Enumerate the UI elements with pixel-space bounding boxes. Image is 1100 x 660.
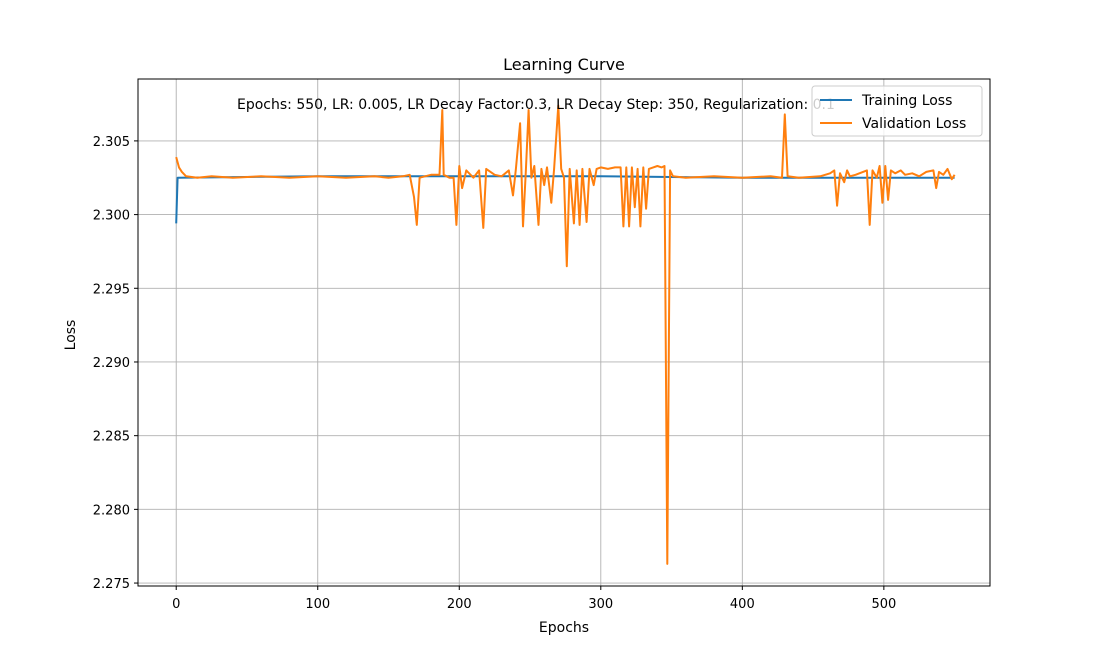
y-tick-label: 2.295 xyxy=(93,282,130,297)
y-axis-ticks: 2.275 2.280 2.285 2.290 2.295 2.300 2.305 xyxy=(93,135,138,592)
y-axis-label: Loss xyxy=(63,320,79,351)
legend-box xyxy=(811,85,983,137)
x-tick-label: 200 xyxy=(447,597,472,612)
x-tick-label: 500 xyxy=(871,597,896,612)
y-tick-label: 2.275 xyxy=(93,577,130,592)
y-tick-label: 2.305 xyxy=(93,135,130,150)
x-tick-label: 0 xyxy=(172,597,180,612)
series-lines xyxy=(175,104,956,565)
validation-loss-line xyxy=(175,104,956,565)
x-tick-label: 300 xyxy=(588,597,613,612)
x-tick-label: 400 xyxy=(730,597,755,612)
x-tick-label: 100 xyxy=(305,597,330,612)
hyperparameter-annotation: Epochs: 550, LR: 0.005, LR Decay Factor:… xyxy=(237,97,835,113)
plot-frame xyxy=(137,78,991,587)
y-tick-label: 2.290 xyxy=(93,356,130,371)
chart-title: Learning Curve xyxy=(503,55,625,74)
grid-lines xyxy=(138,79,990,586)
y-tick-label: 2.280 xyxy=(93,503,130,518)
legend-label-validation-loss: Validation Loss xyxy=(862,116,966,132)
x-axis-label: Epochs xyxy=(539,620,589,636)
x-axis-ticks: 0 100 200 300 400 500 xyxy=(172,586,896,612)
y-tick-label: 2.285 xyxy=(93,430,130,445)
legend-label-training-loss: Training Loss xyxy=(861,93,952,109)
y-tick-label: 2.300 xyxy=(93,209,130,224)
legend: Training Loss Validation Loss xyxy=(811,85,983,137)
